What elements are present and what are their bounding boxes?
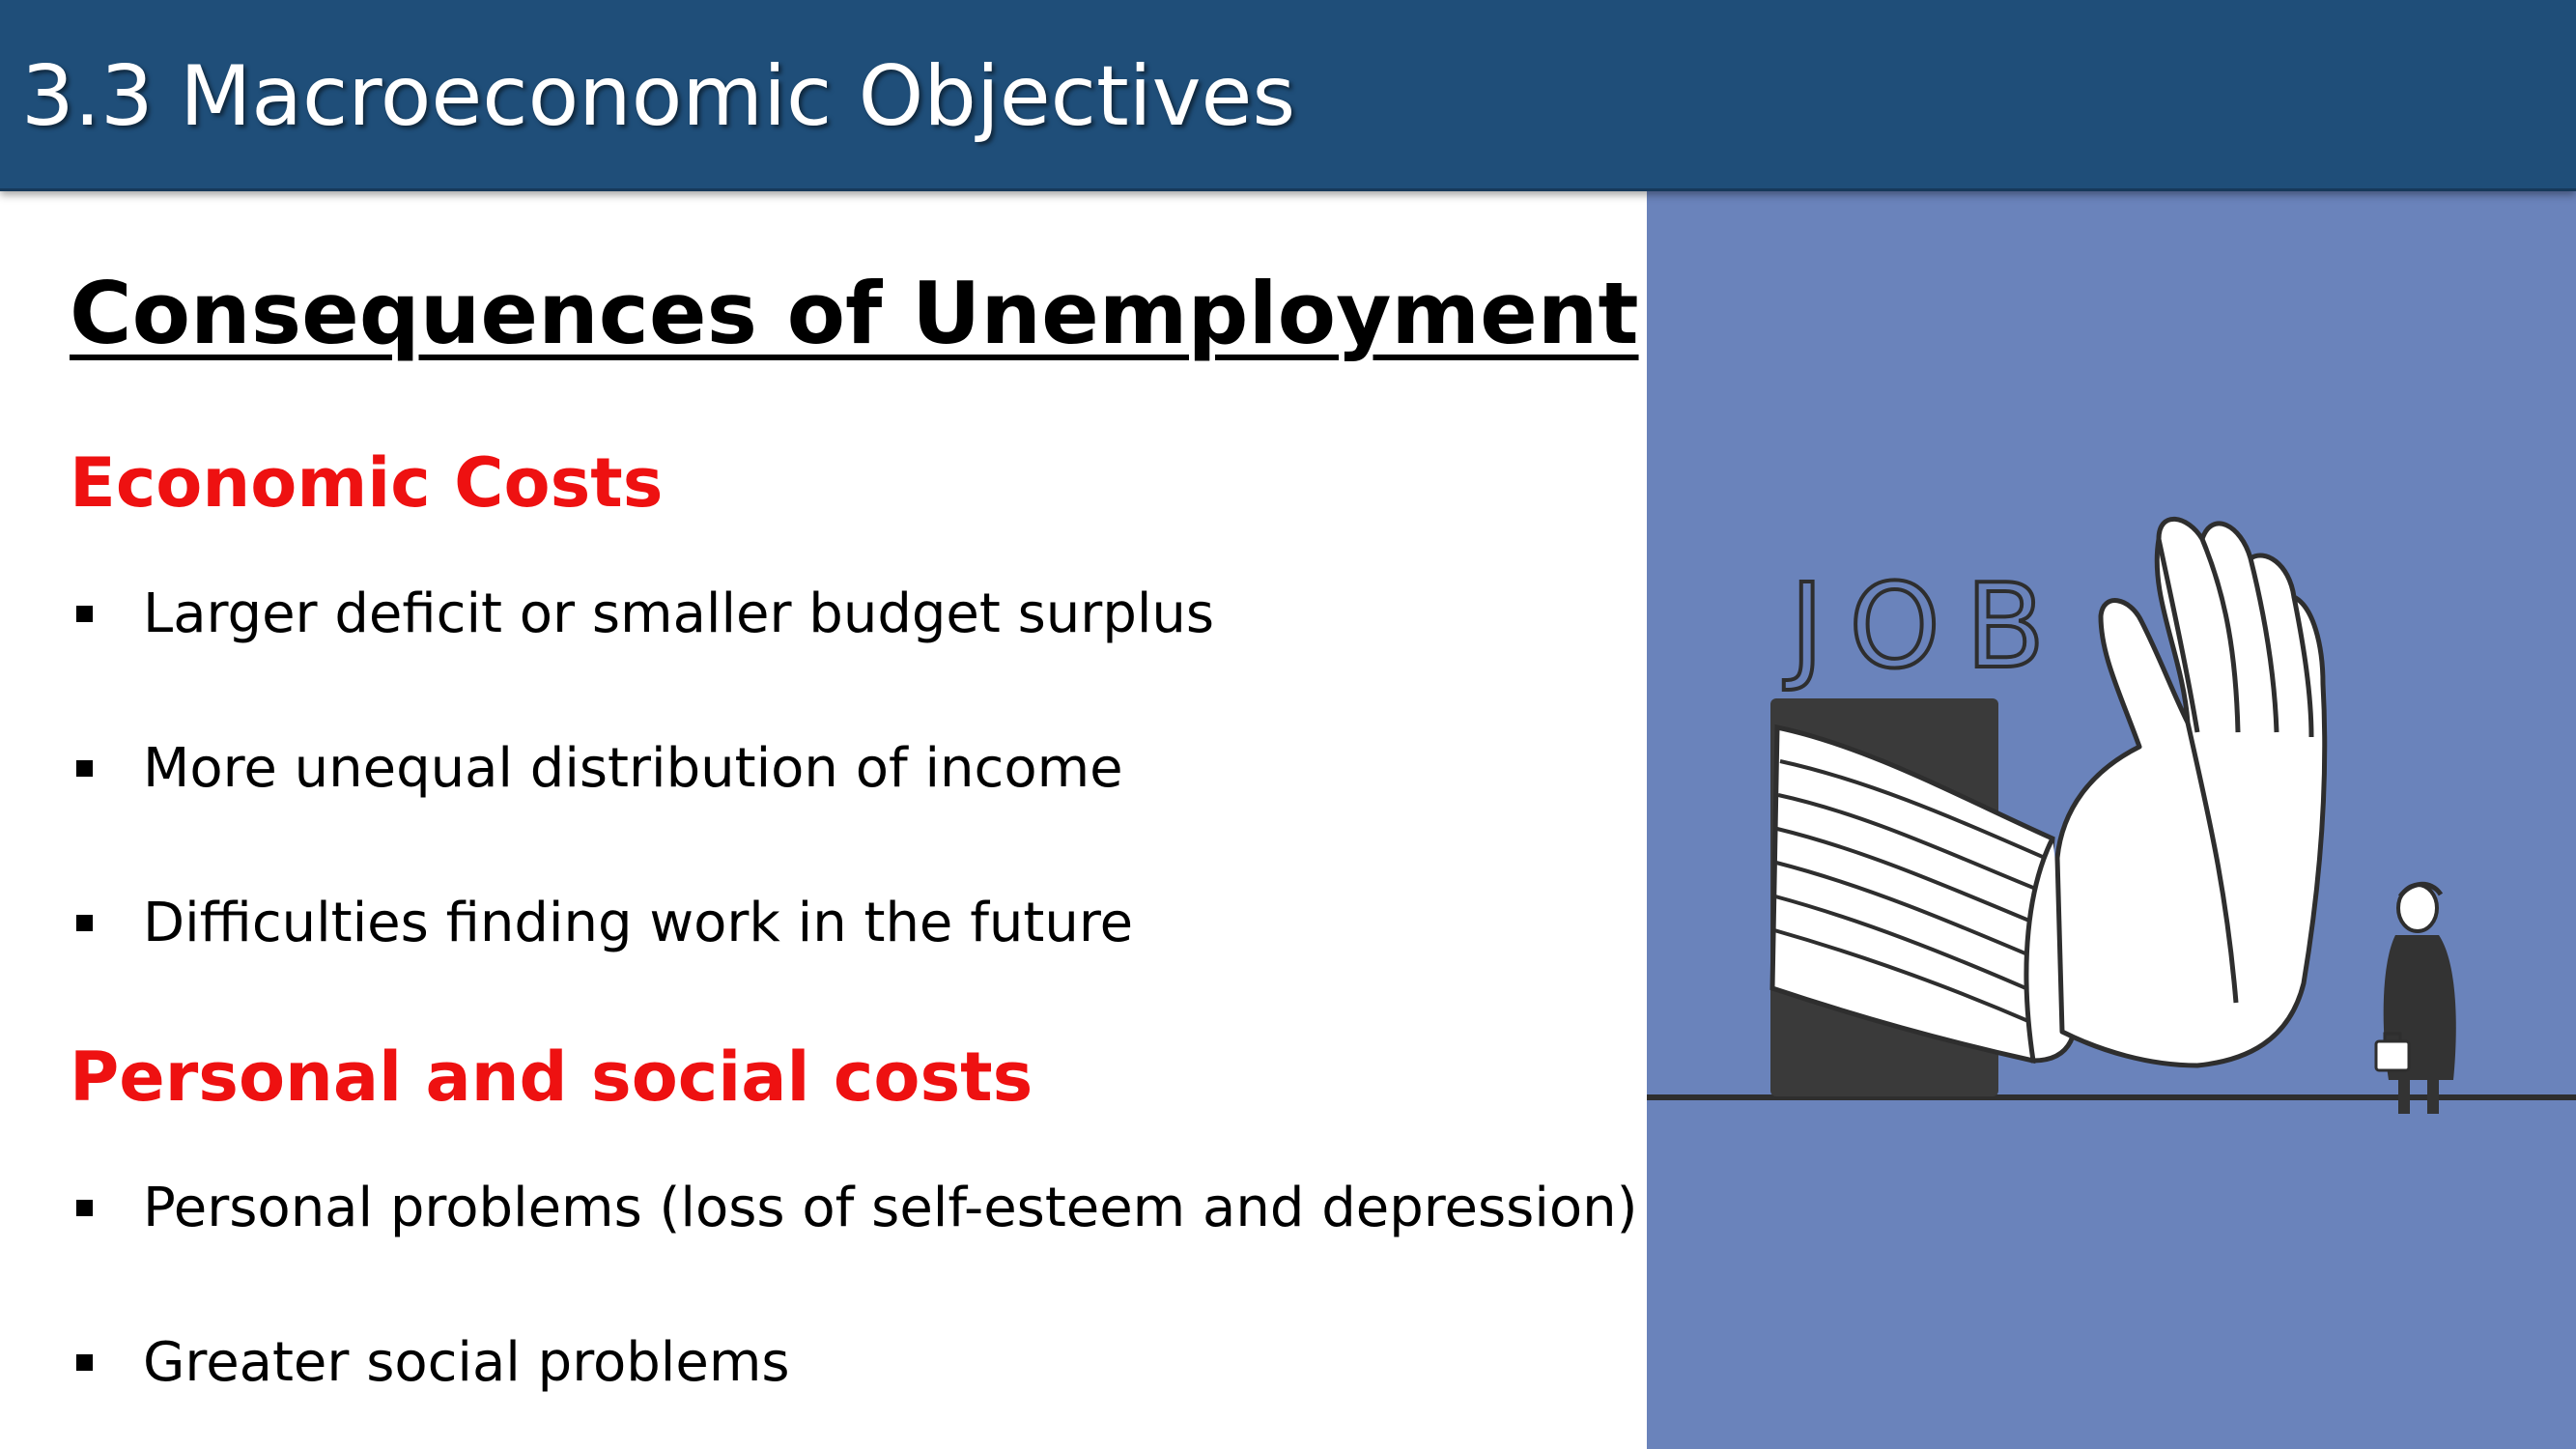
bullet-text: Larger deficit or smaller budget surplus: [143, 582, 1215, 645]
bullet-text: Difficulties finding work in the future: [143, 892, 1134, 954]
small-person-icon: [2374, 881, 2456, 1114]
square-bullet-icon: [76, 1200, 93, 1216]
slide-title: Consequences of Unemployment: [70, 264, 1639, 363]
square-bullet-icon: [76, 1354, 93, 1371]
square-bullet-icon: [76, 760, 93, 777]
section-heading-economic-costs: Economic Costs: [70, 443, 664, 523]
header-bar: 3.3 Macroeconomic Objectives: [0, 0, 2576, 191]
square-bullet-icon: [76, 915, 93, 931]
job-rejection-illustration: JOB: [1647, 191, 2576, 1449]
briefcase-icon: [2374, 1039, 2411, 1072]
job-sign-text: JOB: [1783, 560, 2070, 695]
header-title: 3.3 Macroeconomic Objectives: [21, 48, 1296, 145]
bullet-text: Greater social problems: [143, 1331, 790, 1394]
section-heading-personal-social-costs: Personal and social costs: [70, 1037, 1033, 1117]
bullet-text: Personal problems (loss of self-esteem a…: [143, 1177, 1638, 1239]
stop-hand-icon: [2054, 516, 2328, 1068]
square-bullet-icon: [76, 606, 93, 622]
bullet-text: More unequal distribution of income: [143, 737, 1123, 800]
